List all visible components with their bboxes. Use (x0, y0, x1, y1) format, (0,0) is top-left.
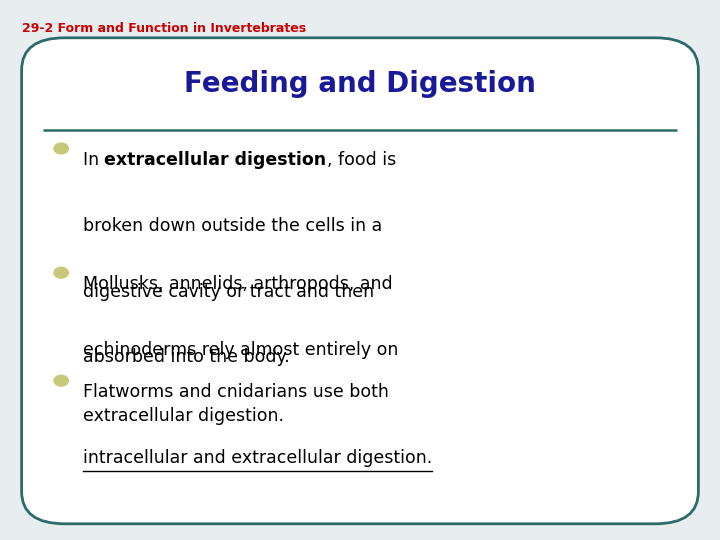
Text: Mollusks, annelids, arthropods, and: Mollusks, annelids, arthropods, and (83, 275, 392, 293)
Circle shape (54, 267, 68, 278)
Text: Flatworms and cnidarians use both: Flatworms and cnidarians use both (83, 383, 389, 401)
Text: Feeding and Digestion: Feeding and Digestion (184, 70, 536, 98)
FancyBboxPatch shape (22, 38, 698, 524)
Text: extracellular digestion.: extracellular digestion. (83, 407, 284, 425)
Circle shape (54, 375, 68, 386)
Text: absorbed into the body.: absorbed into the body. (83, 348, 289, 366)
Circle shape (54, 143, 68, 154)
Text: In: In (83, 151, 104, 169)
Text: digestive cavity or tract and then: digestive cavity or tract and then (83, 282, 374, 301)
Text: , food is: , food is (327, 151, 396, 169)
Text: broken down outside the cells in a: broken down outside the cells in a (83, 217, 382, 235)
Text: 29-2 Form and Function in Invertebrates: 29-2 Form and Function in Invertebrates (22, 22, 306, 35)
Text: echinoderms rely almost entirely on: echinoderms rely almost entirely on (83, 341, 398, 359)
Text: extracellular digestion: extracellular digestion (104, 151, 327, 169)
Text: intracellular and extracellular digestion.: intracellular and extracellular digestio… (83, 449, 432, 467)
